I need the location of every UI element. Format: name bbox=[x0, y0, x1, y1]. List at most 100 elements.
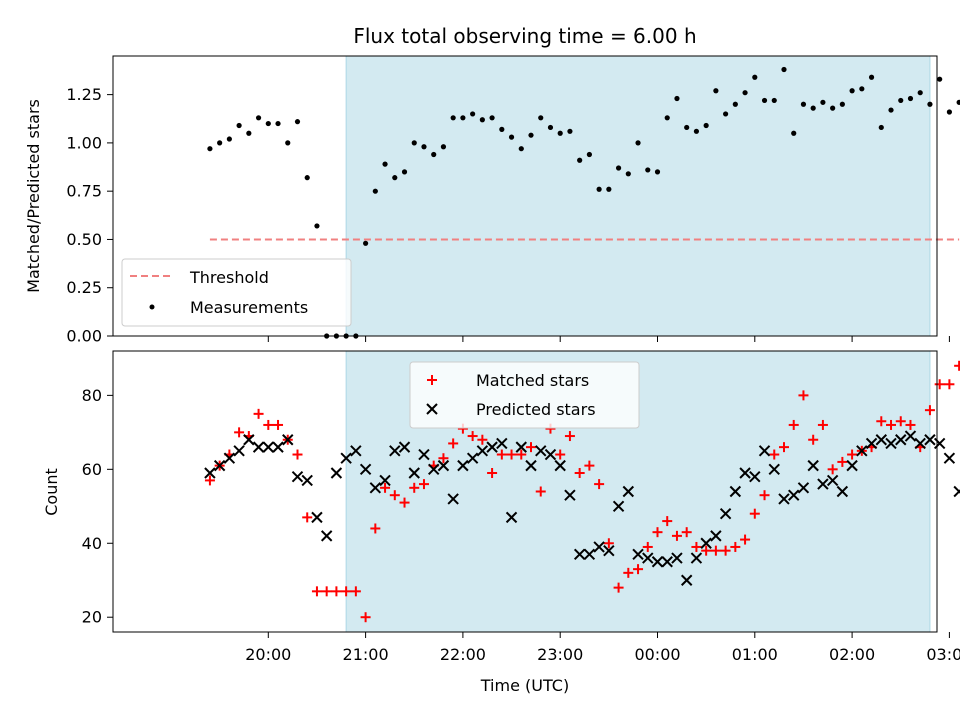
predicted-star-point bbox=[904, 430, 917, 442]
measurement-point bbox=[577, 157, 583, 163]
measurement-point bbox=[275, 120, 281, 127]
bottom-legend-box bbox=[409, 361, 640, 429]
matched-star-point bbox=[886, 419, 897, 430]
measurement-point bbox=[489, 115, 495, 121]
matched-star-point bbox=[613, 582, 624, 593]
predicted-star-point bbox=[330, 467, 343, 479]
measurement-point bbox=[868, 74, 875, 80]
predicted-star-point bbox=[418, 448, 430, 461]
predicted-star-point bbox=[223, 452, 236, 464]
measurement-point bbox=[664, 115, 670, 121]
measurement-point bbox=[265, 120, 271, 127]
predicted-star-point bbox=[680, 574, 693, 586]
y-tick-label: 20 bbox=[82, 608, 102, 627]
legend-threshold-label: Threshold bbox=[189, 268, 269, 287]
measurement-point bbox=[499, 126, 505, 132]
top-x-ticks bbox=[267, 336, 950, 342]
legend-predicted-swatch bbox=[426, 403, 438, 415]
predicted-star-point bbox=[291, 471, 304, 483]
bottom-legend: Matched stars Predicted stars bbox=[409, 361, 640, 429]
predicted-star-point bbox=[204, 467, 216, 479]
measurement-point bbox=[752, 74, 758, 80]
measurement-point bbox=[450, 115, 456, 121]
predicted-star-point bbox=[700, 537, 712, 549]
predicted-star-point bbox=[379, 474, 391, 487]
measurement-point bbox=[470, 111, 476, 117]
top-legend-box bbox=[121, 258, 352, 327]
matched-star-point bbox=[730, 541, 741, 552]
measurement-point bbox=[781, 66, 787, 73]
matched-star-point bbox=[691, 541, 702, 552]
predicted-star-point bbox=[836, 485, 849, 498]
matched-star-point bbox=[808, 434, 819, 445]
measurement-point bbox=[859, 86, 865, 92]
measurement-point bbox=[674, 95, 680, 102]
top-observing-region bbox=[345, 55, 931, 337]
matched-star-point bbox=[623, 567, 634, 578]
predicted-star-point bbox=[544, 448, 557, 461]
measurement-point bbox=[917, 90, 923, 96]
predicted-star-point bbox=[252, 441, 265, 453]
y-tick-label: 1.25 bbox=[66, 85, 102, 104]
measurement-point bbox=[723, 111, 729, 117]
predicted-star-point bbox=[447, 493, 459, 505]
matched-star-point bbox=[662, 516, 673, 527]
matched-star-point bbox=[574, 468, 585, 479]
legend-predicted-label: Predicted stars bbox=[476, 400, 596, 419]
predicted-star-point bbox=[875, 434, 887, 446]
measurement-point bbox=[635, 140, 641, 146]
predicted-star-point bbox=[515, 441, 527, 453]
predicted-star-point bbox=[953, 485, 960, 498]
measurement-point bbox=[508, 134, 515, 140]
measurement-point bbox=[372, 188, 378, 194]
matched-star-point bbox=[438, 453, 449, 464]
predicted-star-point bbox=[233, 445, 245, 457]
measurement-point bbox=[898, 97, 904, 104]
matched-star-point bbox=[380, 482, 391, 493]
predicted-star-point bbox=[739, 467, 751, 479]
top-legend: Threshold Measurements bbox=[121, 258, 352, 327]
measurement-point bbox=[421, 144, 427, 150]
y-tick-label: 0.25 bbox=[66, 278, 102, 297]
predicted-star-point bbox=[768, 463, 780, 476]
measurement-point bbox=[304, 175, 310, 181]
predicted-star-point bbox=[690, 552, 703, 564]
measurement-point bbox=[713, 88, 719, 94]
matched-star-point bbox=[740, 534, 751, 545]
matched-star-point bbox=[778, 442, 789, 453]
predicted-star-point bbox=[622, 485, 635, 498]
measurement-point bbox=[236, 122, 242, 129]
top-panel: 0.00 0.25 0.50 0.75 1.00 1.25 Flux total obse… bbox=[24, 24, 960, 346]
matched-star-point bbox=[876, 416, 887, 427]
matched-star-point bbox=[292, 449, 303, 460]
measurement-point bbox=[878, 124, 884, 131]
x-tick-label: 23:00 bbox=[537, 645, 583, 664]
measurement-point bbox=[567, 128, 573, 134]
predicted-star-point bbox=[583, 548, 596, 561]
measurement-point bbox=[927, 101, 933, 107]
bottom-x-axis-label: Time (UTC) bbox=[480, 676, 569, 695]
measurement-point bbox=[431, 151, 437, 158]
predicted-star-point bbox=[719, 507, 732, 520]
predicted-star-point bbox=[457, 459, 469, 472]
predicted-star-point bbox=[320, 530, 333, 542]
legend-matched-swatch bbox=[427, 375, 437, 385]
y-tick-label: 1.00 bbox=[66, 133, 102, 152]
predicted-star-point bbox=[398, 441, 411, 453]
matched-star-point bbox=[749, 508, 760, 519]
measurement-point bbox=[956, 99, 960, 105]
predicted-star-point bbox=[729, 485, 742, 498]
matched-star-point bbox=[827, 464, 838, 475]
matched-star-point bbox=[409, 482, 420, 493]
matched-star-point bbox=[817, 419, 828, 430]
y-tick-label: 40 bbox=[82, 534, 102, 553]
predicted-star-point bbox=[642, 552, 654, 564]
predicted-star-point bbox=[573, 548, 586, 561]
predicted-star-point bbox=[826, 474, 839, 487]
predicted-star-point bbox=[778, 493, 790, 505]
predicted-star-point bbox=[466, 452, 479, 464]
measurement-point bbox=[761, 97, 768, 104]
predicted-star-point bbox=[505, 511, 518, 524]
predicted-star-point bbox=[788, 489, 800, 501]
